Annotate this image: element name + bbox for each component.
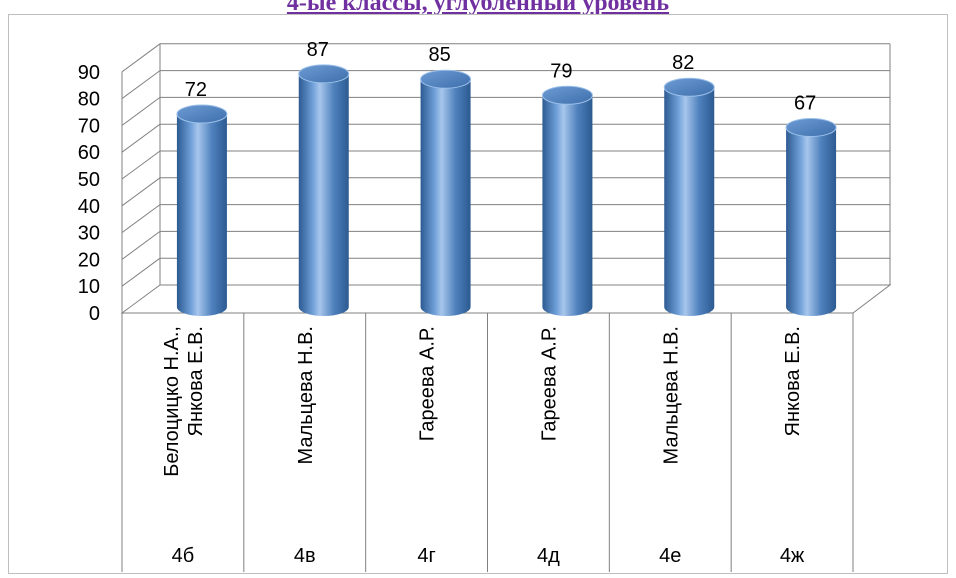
bar-body — [176, 114, 227, 316]
bar-body — [298, 73, 349, 316]
x-tick-label: 4в — [294, 545, 316, 567]
bar — [785, 117, 837, 316]
y-tick-label: 80 — [78, 89, 100, 111]
teacher-label: Янкова Е.В. — [185, 326, 207, 436]
y-tick-label: 0 — [89, 303, 100, 325]
bar-top — [298, 64, 350, 84]
gridline — [121, 177, 161, 207]
x-tick-label: 4е — [659, 545, 681, 567]
gridline — [121, 123, 161, 153]
data-label: 72 — [185, 79, 207, 101]
bar-body — [420, 79, 471, 316]
gridline — [121, 257, 161, 287]
gridline — [121, 230, 161, 260]
data-label: 85 — [428, 44, 450, 66]
bar — [176, 104, 228, 316]
page-title: 4-ые классы, углубленный уровень — [286, 0, 670, 16]
grid — [120, 43, 892, 314]
gridline — [121, 96, 161, 126]
data-label: 87 — [307, 39, 329, 61]
teacher-label: Гареева А.Р. — [417, 326, 439, 441]
x-tick-label: 4г — [417, 545, 435, 567]
gridline — [121, 150, 161, 180]
teacher-label: Мальцева Н.В. — [295, 326, 317, 464]
data-label: 79 — [550, 60, 572, 82]
y-tick-label: 10 — [78, 276, 100, 298]
bar-body — [542, 95, 593, 316]
x-tick-label: 4б — [172, 545, 195, 567]
bar-top — [785, 117, 837, 137]
bar — [420, 69, 472, 316]
data-label: 67 — [794, 92, 816, 114]
bar-body — [664, 87, 715, 317]
y-tick-label: 70 — [78, 115, 100, 137]
bars — [176, 64, 837, 317]
gridline — [121, 70, 161, 100]
gridline — [121, 43, 161, 73]
data-label: 82 — [672, 52, 694, 74]
bar-top — [663, 77, 715, 97]
y-tick-label: 50 — [78, 169, 100, 191]
x-tick-label: 4д — [537, 545, 560, 567]
x-tick-label: 4ж — [780, 545, 805, 567]
teacher-label: Белоцицко Н.А., — [161, 326, 183, 477]
bar-body — [786, 127, 837, 316]
bar-top — [176, 104, 228, 124]
y-tick-label: 40 — [78, 196, 100, 218]
gridline — [121, 204, 161, 234]
bar — [298, 64, 350, 316]
axes — [121, 71, 854, 572]
teacher-label: Мальцева Н.В. — [660, 326, 682, 464]
y-tick-label: 90 — [78, 62, 100, 84]
bar — [541, 85, 593, 316]
y-tick-label: 20 — [78, 249, 100, 271]
bar-top — [420, 69, 472, 89]
teacher-label: Янкова Е.В. — [782, 326, 804, 436]
bar-top — [541, 85, 593, 105]
y-tick-label: 60 — [78, 142, 100, 164]
floor — [120, 284, 892, 314]
bar — [663, 77, 715, 317]
y-tick-label: 30 — [78, 223, 100, 245]
teacher-label: Гареева А.Р. — [538, 326, 560, 441]
